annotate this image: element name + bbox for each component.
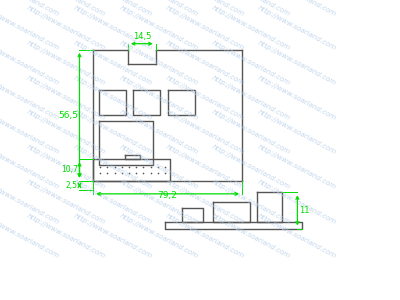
Text: http://www.soarland.com: http://www.soarland.com [257,5,338,52]
Text: http://www.soarland.com: http://www.soarland.com [26,109,107,156]
Text: http://www.soarland.com: http://www.soarland.com [165,213,245,260]
Text: http://www.soarland.com: http://www.soarland.com [72,40,153,86]
Text: 11: 11 [299,206,310,215]
Text: http://www.soarland.com: http://www.soarland.com [72,5,153,52]
Text: http://www.soarland.com: http://www.soarland.com [211,213,292,260]
Text: http://www.soarland.com: http://www.soarland.com [72,74,153,121]
Text: http://www.soarland.com: http://www.soarland.com [211,109,292,156]
Text: http://www.soarland.com: http://www.soarland.com [118,213,199,260]
Text: http://www.soarland.com: http://www.soarland.com [257,74,338,121]
Text: 10,7: 10,7 [61,166,78,175]
Text: http://www.soarland.com: http://www.soarland.com [0,143,60,190]
Text: http://www.soarland.com: http://www.soarland.com [118,40,199,86]
Text: http://www.soarland.com: http://www.soarland.com [0,5,60,52]
Text: http://www.soarland.com: http://www.soarland.com [0,213,60,260]
Text: http://www.soarland.com: http://www.soarland.com [211,143,292,190]
Text: http://www.soarland.com: http://www.soarland.com [0,74,60,121]
Text: http://www.soarland.com: http://www.soarland.com [165,143,245,190]
Text: http://www.soarland.com: http://www.soarland.com [0,40,60,86]
Text: http://www.soarland.com: http://www.soarland.com [257,0,338,17]
Text: http://www.soarland.com: http://www.soarland.com [165,5,245,52]
Text: http://www.soarland.com: http://www.soarland.com [118,143,199,190]
Text: http://www.soarland.com: http://www.soarland.com [0,178,60,225]
Text: http://www.soarland.com: http://www.soarland.com [0,0,60,17]
Text: http://www.soarland.com: http://www.soarland.com [26,143,107,190]
Text: http://www.soarland.com: http://www.soarland.com [165,74,245,121]
Text: http://www.soarland.com: http://www.soarland.com [26,74,107,121]
Text: http://www.soarland.com: http://www.soarland.com [72,213,153,260]
Text: http://www.soarland.com: http://www.soarland.com [26,178,107,225]
Text: http://www.soarland.com: http://www.soarland.com [72,143,153,190]
Text: http://www.soarland.com: http://www.soarland.com [26,40,107,86]
Text: http://www.soarland.com: http://www.soarland.com [118,74,199,121]
Text: http://www.soarland.com: http://www.soarland.com [165,0,245,17]
Text: http://www.soarland.com: http://www.soarland.com [257,178,338,225]
Text: http://www.soarland.com: http://www.soarland.com [118,5,199,52]
Text: 79,2: 79,2 [158,191,178,200]
Text: http://www.soarland.com: http://www.soarland.com [118,109,199,156]
Text: http://www.soarland.com: http://www.soarland.com [26,213,107,260]
Text: http://www.soarland.com: http://www.soarland.com [165,178,245,225]
Text: http://www.soarland.com: http://www.soarland.com [26,0,107,17]
Text: http://www.soarland.com: http://www.soarland.com [211,0,292,17]
Text: http://www.soarland.com: http://www.soarland.com [211,5,292,52]
Text: http://www.soarland.com: http://www.soarland.com [72,0,153,17]
Text: http://www.soarland.com: http://www.soarland.com [211,178,292,225]
Text: http://www.soarland.com: http://www.soarland.com [211,74,292,121]
Text: http://www.soarland.com: http://www.soarland.com [72,109,153,156]
Text: http://www.soarland.com: http://www.soarland.com [26,5,107,52]
Text: 56,5: 56,5 [58,111,78,120]
Text: 2,5: 2,5 [66,181,78,190]
Text: http://www.soarland.com: http://www.soarland.com [257,109,338,156]
Text: http://www.soarland.com: http://www.soarland.com [72,178,153,225]
Text: http://www.soarland.com: http://www.soarland.com [165,40,245,86]
Text: 14,5: 14,5 [133,32,151,41]
Text: http://www.soarland.com: http://www.soarland.com [211,40,292,86]
Text: http://www.soarland.com: http://www.soarland.com [257,143,338,190]
Text: http://www.soarland.com: http://www.soarland.com [257,40,338,86]
Text: http://www.soarland.com: http://www.soarland.com [118,178,199,225]
Text: http://www.soarland.com: http://www.soarland.com [165,109,245,156]
Text: http://www.soarland.com: http://www.soarland.com [257,213,338,260]
Text: http://www.soarland.com: http://www.soarland.com [0,109,60,156]
Text: http://www.soarland.com: http://www.soarland.com [118,0,199,17]
